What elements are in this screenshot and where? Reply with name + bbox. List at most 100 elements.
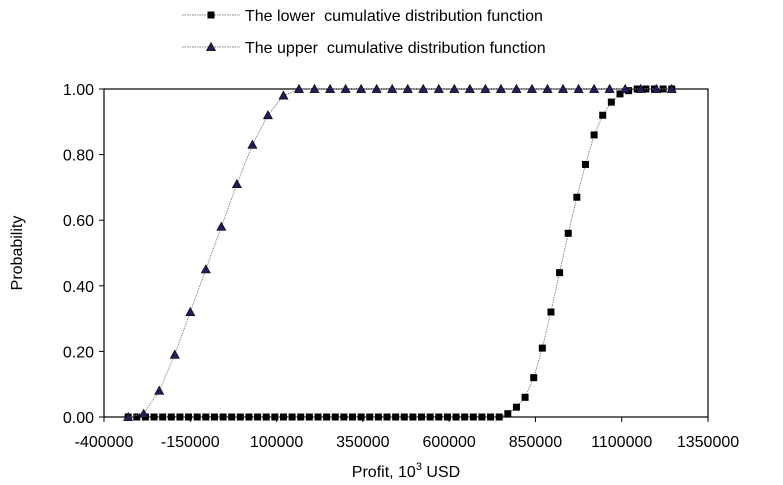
y-axis-title: Probability bbox=[9, 216, 26, 291]
data-point bbox=[138, 408, 149, 418]
data-point bbox=[297, 413, 305, 421]
data-point bbox=[547, 308, 555, 316]
series-upper bbox=[123, 83, 677, 421]
data-point bbox=[216, 221, 227, 231]
data-point bbox=[530, 374, 538, 382]
data-point bbox=[616, 90, 624, 98]
data-point bbox=[278, 90, 289, 100]
data-point bbox=[331, 413, 339, 421]
data-point bbox=[418, 83, 429, 93]
x-axis: -400000 -150000 100000 350000 600000 850000 11… bbox=[75, 417, 739, 451]
series-line bbox=[128, 88, 672, 418]
data-point bbox=[402, 83, 413, 93]
data-point bbox=[581, 160, 589, 168]
data-point bbox=[478, 413, 486, 421]
data-point bbox=[433, 83, 444, 93]
data-point bbox=[573, 83, 584, 93]
data-point bbox=[452, 413, 460, 421]
data-point bbox=[176, 413, 184, 421]
data-point bbox=[150, 413, 158, 421]
data-point bbox=[228, 413, 236, 421]
data-point bbox=[356, 83, 367, 93]
data-point bbox=[392, 413, 400, 421]
y-tick-label: 1.00 bbox=[63, 82, 94, 99]
x-tick-label: -400000 bbox=[75, 434, 134, 451]
legend-label: The upper cumulative distribution functi… bbox=[245, 40, 546, 57]
data-point bbox=[200, 264, 211, 274]
legend-entry: The lower cumulative distribution functi… bbox=[182, 8, 543, 25]
data-point bbox=[279, 413, 287, 421]
data-point bbox=[231, 179, 242, 189]
x-tick-label: 350000 bbox=[336, 434, 389, 451]
data-point bbox=[340, 413, 348, 421]
x-axis-title-superscript: 3 bbox=[416, 461, 422, 473]
data-point bbox=[564, 229, 572, 237]
data-point bbox=[167, 413, 175, 421]
y-tick-label: 0.40 bbox=[63, 279, 94, 296]
y-axis: 0.00 0.20 0.40 0.60 0.80 1.00 bbox=[63, 82, 104, 427]
x-tick-label: 100000 bbox=[250, 434, 303, 451]
data-point bbox=[542, 83, 553, 93]
x-tick-label: 600000 bbox=[422, 434, 475, 451]
data-point bbox=[526, 83, 537, 93]
data-point bbox=[383, 413, 391, 421]
data-point bbox=[487, 413, 495, 421]
data-point bbox=[349, 413, 357, 421]
x-tick-label: 850000 bbox=[509, 434, 562, 451]
data-point bbox=[480, 83, 491, 93]
data-point bbox=[210, 413, 218, 421]
data-point bbox=[325, 83, 336, 93]
data-point bbox=[443, 413, 451, 421]
data-point bbox=[400, 413, 408, 421]
data-point bbox=[512, 403, 520, 411]
data-point bbox=[123, 411, 134, 421]
data-point bbox=[426, 413, 434, 421]
data-point bbox=[495, 83, 506, 93]
data-point bbox=[159, 413, 167, 421]
data-point bbox=[504, 410, 512, 418]
data-point bbox=[293, 83, 305, 93]
data-point bbox=[169, 349, 180, 359]
data-point bbox=[590, 131, 598, 139]
data-point bbox=[323, 413, 331, 421]
data-point bbox=[599, 111, 607, 119]
legend-marker bbox=[205, 41, 217, 51]
y-tick-label: 0.80 bbox=[63, 148, 94, 165]
data-point bbox=[374, 413, 382, 421]
data-point bbox=[193, 413, 201, 421]
data-point bbox=[202, 413, 210, 421]
data-point bbox=[262, 110, 273, 120]
data-point bbox=[635, 83, 646, 93]
data-point bbox=[236, 413, 244, 421]
series-line bbox=[128, 88, 672, 418]
x-tick-label: 1100000 bbox=[591, 434, 652, 451]
data-point bbox=[464, 83, 475, 93]
data-point bbox=[219, 413, 227, 421]
legend: The lower cumulative distribution functi… bbox=[182, 8, 546, 57]
data-point bbox=[314, 413, 322, 421]
data-point bbox=[604, 83, 615, 93]
data-point bbox=[620, 83, 631, 93]
x-axis-title: Profit, 103 USD bbox=[352, 461, 460, 481]
x-tick-label: -150000 bbox=[161, 434, 220, 451]
data-point bbox=[271, 413, 279, 421]
plot-area bbox=[103, 88, 709, 418]
y-tick-label: 0.60 bbox=[63, 213, 94, 230]
data-point bbox=[461, 413, 469, 421]
data-point bbox=[245, 413, 253, 421]
data-point bbox=[387, 83, 398, 93]
data-point bbox=[495, 413, 503, 421]
data-point bbox=[366, 413, 374, 421]
series-layer bbox=[123, 83, 677, 421]
data-point bbox=[247, 139, 258, 149]
y-tick-label: 0.20 bbox=[63, 344, 94, 361]
data-point bbox=[435, 413, 443, 421]
data-point bbox=[288, 413, 296, 421]
data-point bbox=[371, 83, 382, 93]
data-point bbox=[357, 413, 365, 421]
data-point bbox=[651, 83, 662, 93]
legend-marker bbox=[207, 11, 215, 19]
data-point bbox=[449, 83, 460, 93]
data-point bbox=[469, 413, 477, 421]
x-tick-label: 1350000 bbox=[677, 434, 739, 451]
